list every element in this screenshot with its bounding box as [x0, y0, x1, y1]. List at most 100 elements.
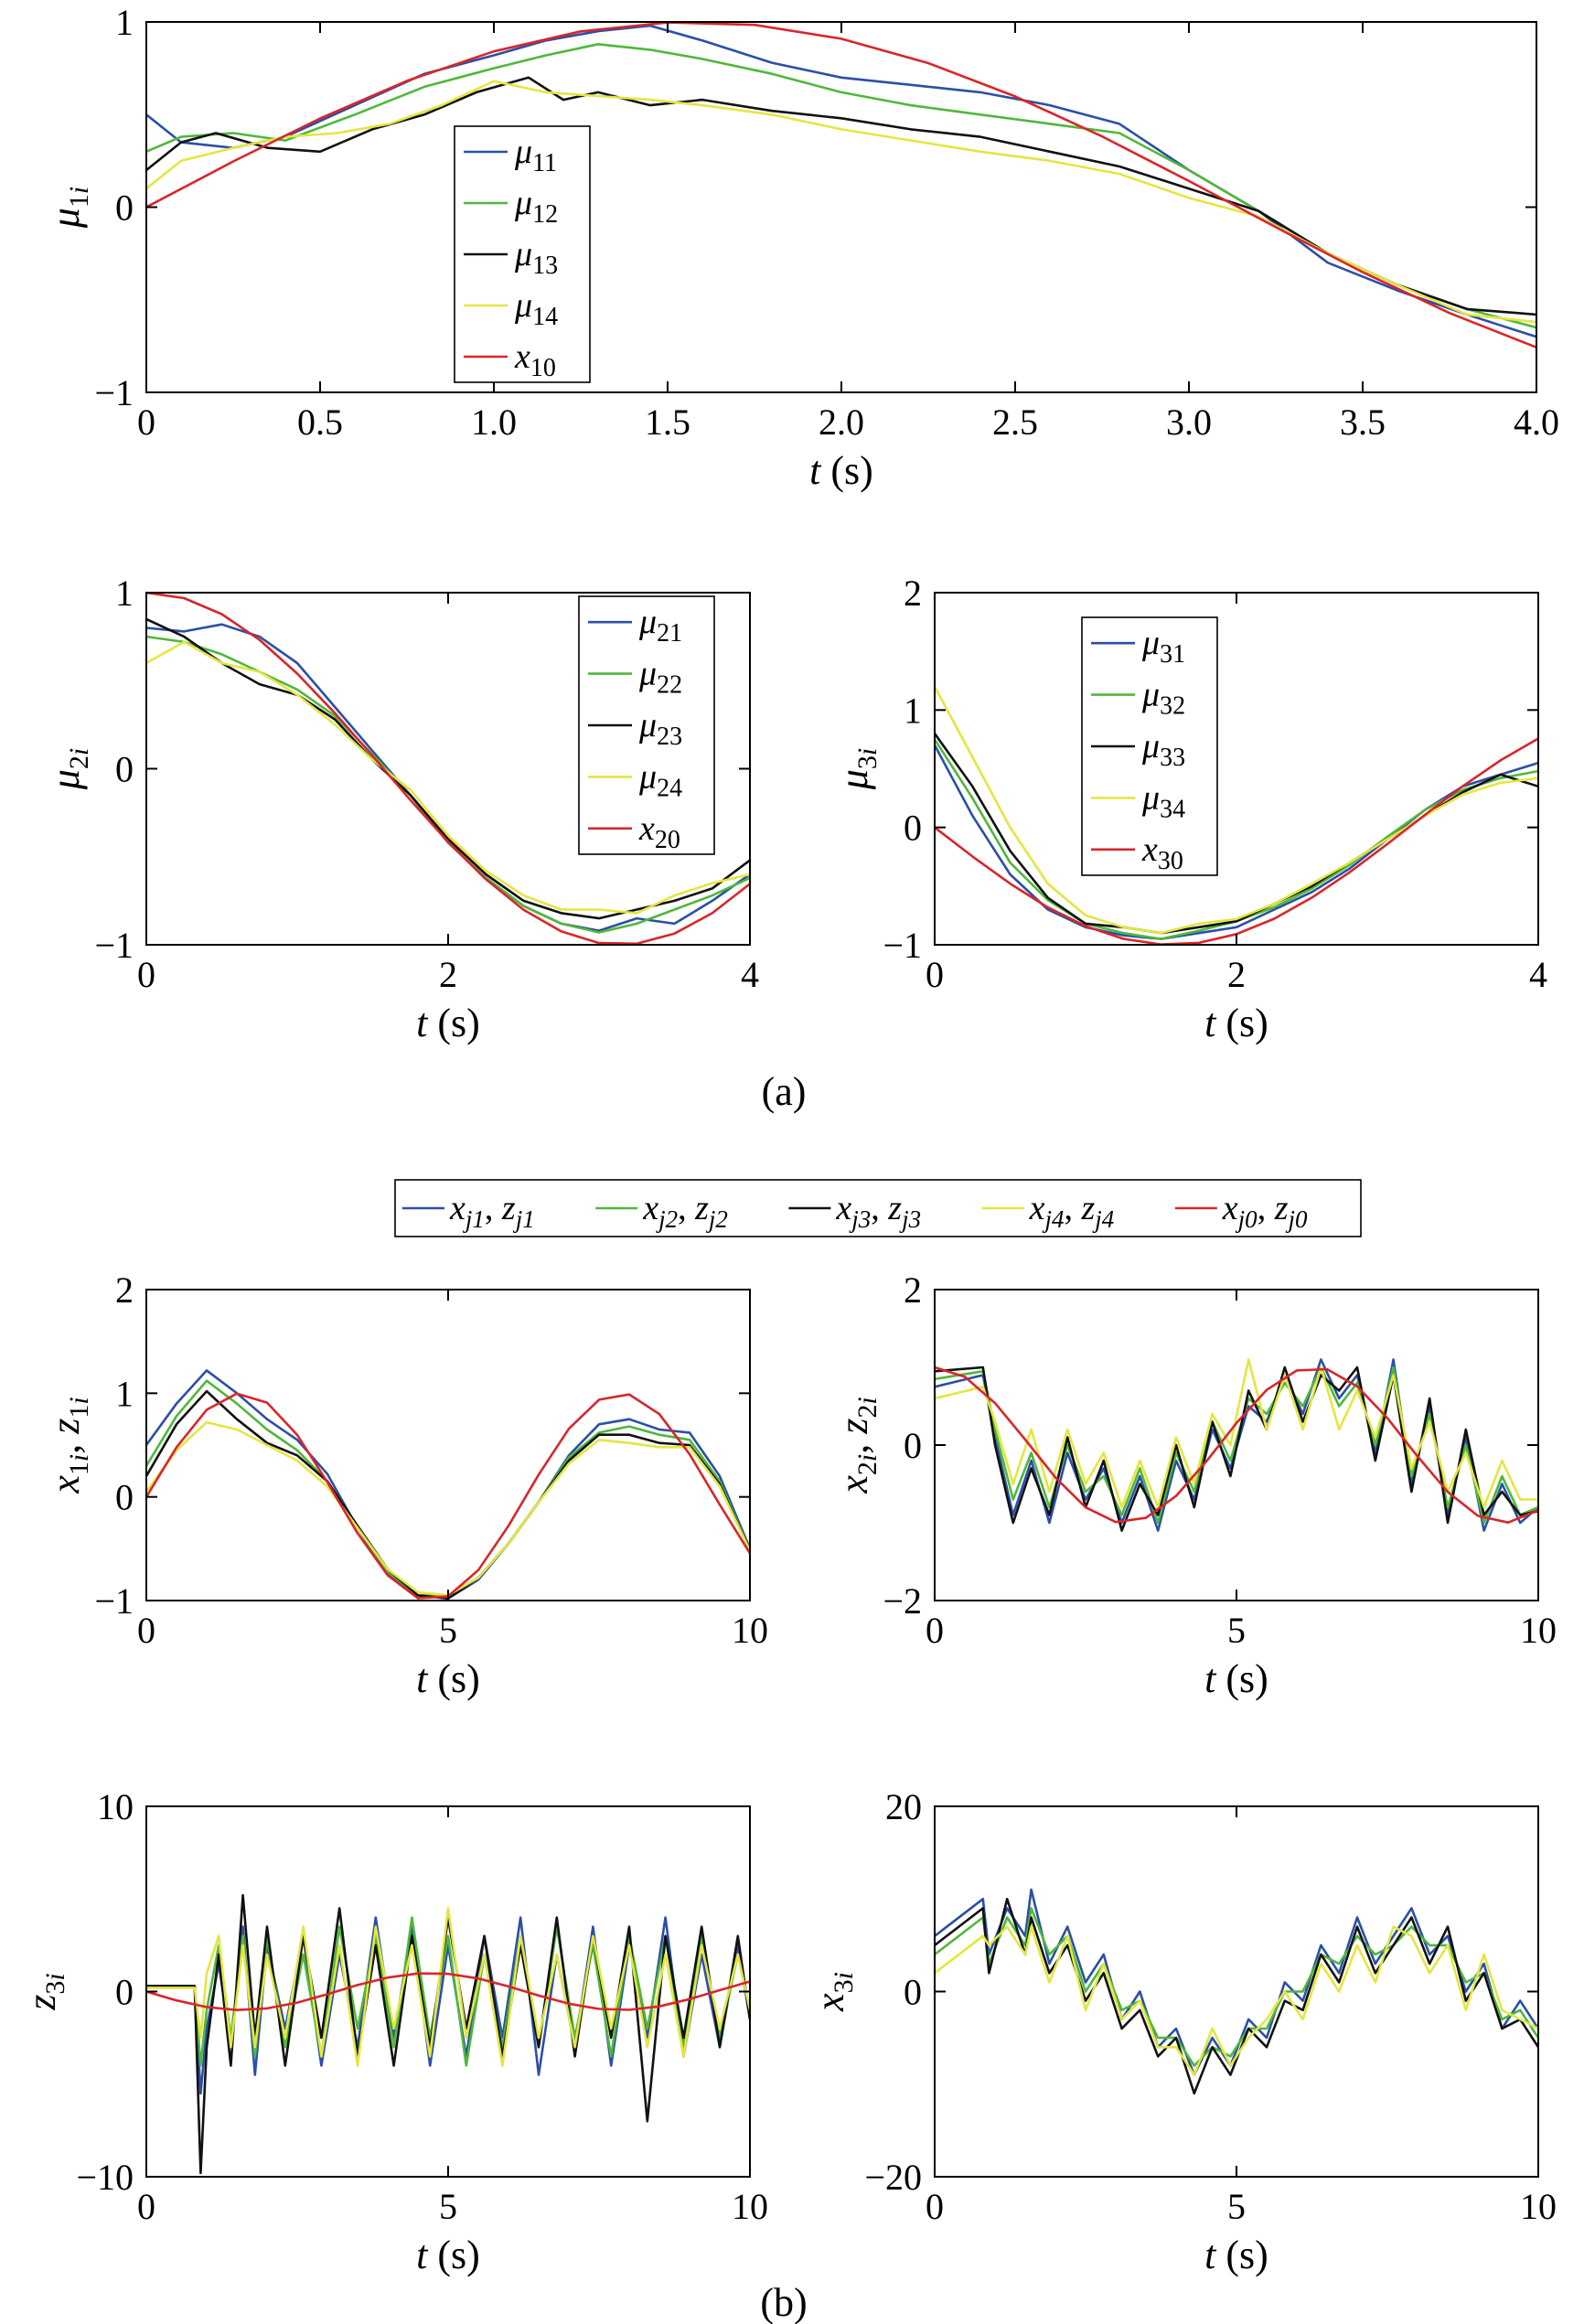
- legend-label: μ34: [1141, 778, 1185, 823]
- legend-label: μ11: [514, 133, 557, 177]
- series-line-x30, z30: [146, 1972, 750, 2011]
- y-tick-label: 2: [904, 1269, 922, 1311]
- legend-label: x20: [638, 809, 680, 854]
- plot-frame: [145, 1289, 751, 1601]
- x-tick-label: 0: [137, 1610, 155, 1651]
- x-axis-label: t (s): [1204, 2233, 1268, 2277]
- caption-a: (a): [762, 1069, 807, 1114]
- y-tick-label: −1: [94, 1580, 134, 1622]
- y-tick-label: 0: [115, 1972, 134, 2013]
- legend-label: xj2, zj2: [642, 1189, 728, 1233]
- x-tick-label: 1.5: [645, 402, 690, 443]
- legend-label: xj0, zj0: [1222, 1189, 1308, 1233]
- y-tick-label: 0: [115, 1477, 134, 1518]
- series-line-μ33: [935, 733, 1538, 935]
- y-axis-label: x1i, z1i: [43, 1397, 94, 1494]
- series-line-μ32: [935, 738, 1538, 940]
- legend-label: μ13: [514, 235, 558, 280]
- y-tick-label: 2: [115, 1269, 134, 1311]
- y-tick-label: 1: [115, 1373, 134, 1414]
- series-line-μ31: [935, 744, 1538, 940]
- x-tick-label: 10: [1520, 1610, 1557, 1651]
- y-tick-label: 20: [885, 1786, 922, 1827]
- y-tick-label: −20: [864, 2157, 922, 2198]
- legend: μ11 μ12 μ13 μ14 x10: [454, 125, 591, 383]
- legend-label: x10: [514, 337, 556, 382]
- x-tick-label: 2.5: [992, 402, 1038, 443]
- x-tick-label: 2: [1227, 954, 1246, 995]
- x-tick-label: 0: [137, 2186, 155, 2227]
- legend-label: μ33: [1141, 727, 1185, 772]
- x-tick-label: 10: [1520, 2186, 1557, 2227]
- x-tick-label: 10: [732, 2186, 768, 2227]
- legend-label: x30: [1141, 830, 1183, 875]
- shared-legend: xj1, zj1 xj2, zj2 xj3, zj3 xj4, zj4 xj0, zj0: [394, 1179, 1362, 1237]
- y-tick-label: −1: [94, 372, 134, 413]
- legend-label: μ22: [638, 655, 682, 700]
- x-tick-label: 0: [926, 954, 944, 995]
- x-axis-label: t (s): [1204, 1656, 1268, 1701]
- legend-label: μ31: [1141, 624, 1185, 669]
- y-tick-label: 1: [115, 573, 134, 614]
- y-tick-label: 0: [904, 808, 922, 849]
- x-tick-label: 1.0: [471, 402, 517, 443]
- series-line-x20: [146, 593, 750, 945]
- caption-b: (b): [760, 2280, 807, 2324]
- x-tick-label: 0: [926, 2186, 944, 2227]
- series-line-x24, z24: [935, 1358, 1538, 1509]
- x-tick-label: 5: [439, 2186, 457, 2227]
- series-line-x10: [146, 22, 1536, 349]
- legend: μ31 μ32 μ33 μ34 x30: [1081, 616, 1218, 876]
- x-tick-label: 4: [1529, 954, 1547, 995]
- series-line-x13, z13: [146, 1389, 750, 1600]
- x-axis-label: t (s): [809, 448, 873, 493]
- x-tick-label: 5: [439, 1610, 457, 1651]
- x-tick-label: 4.0: [1514, 402, 1559, 443]
- y-axis-label: z3i: [19, 1973, 70, 2010]
- y-tick-label: −10: [76, 2157, 134, 2198]
- series-line-μ14: [146, 80, 1536, 324]
- legend: μ21 μ22 μ23 μ24 x20: [578, 595, 715, 855]
- x-tick-label: 0: [137, 954, 155, 995]
- x-tick-label: 2.0: [819, 402, 864, 443]
- y-axis-label: x2i, z2i: [831, 1397, 883, 1494]
- y-tick-label: −1: [94, 925, 134, 966]
- series-line-x30: [935, 737, 1538, 945]
- legend-label: xj1, zj1: [449, 1189, 535, 1233]
- series-line-x34, z34: [935, 1925, 1538, 2076]
- series-line-x10, z10: [146, 1392, 750, 1600]
- series-line-x20, z20: [935, 1365, 1538, 1524]
- y-tick-label: 1: [115, 2, 134, 43]
- x-tick-label: 5: [1227, 1610, 1246, 1651]
- y-axis-label: μ1i: [43, 187, 94, 229]
- x-tick-label: 3.5: [1340, 402, 1386, 443]
- x-tick-label: 3.0: [1166, 402, 1212, 443]
- legend-label: μ24: [638, 757, 682, 802]
- x-tick-label: 0: [926, 1610, 944, 1651]
- x-axis-label: t (s): [416, 1001, 480, 1045]
- plot-frame: [934, 1805, 1539, 2178]
- y-tick-label: 0: [115, 749, 134, 790]
- y-axis-label: x3i: [808, 1972, 859, 2012]
- series-line-μ11: [146, 24, 1536, 338]
- x-tick-label: 2: [439, 954, 457, 995]
- legend-label: μ12: [514, 184, 558, 229]
- legend-label: xj3, zj3: [835, 1189, 921, 1233]
- x-tick-label: 10: [732, 1610, 768, 1651]
- y-tick-label: 0: [904, 1425, 922, 1466]
- legend-label: μ21: [638, 603, 682, 648]
- x-tick-label: 5: [1227, 2186, 1246, 2227]
- x-axis-label: t (s): [416, 1656, 480, 1701]
- series-line-μ12: [146, 42, 1536, 329]
- x-tick-label: 4: [741, 954, 759, 995]
- y-tick-label: 10: [97, 1786, 134, 1827]
- legend-label: xj4, zj4: [1029, 1189, 1115, 1233]
- x-axis-label: t (s): [416, 2233, 480, 2277]
